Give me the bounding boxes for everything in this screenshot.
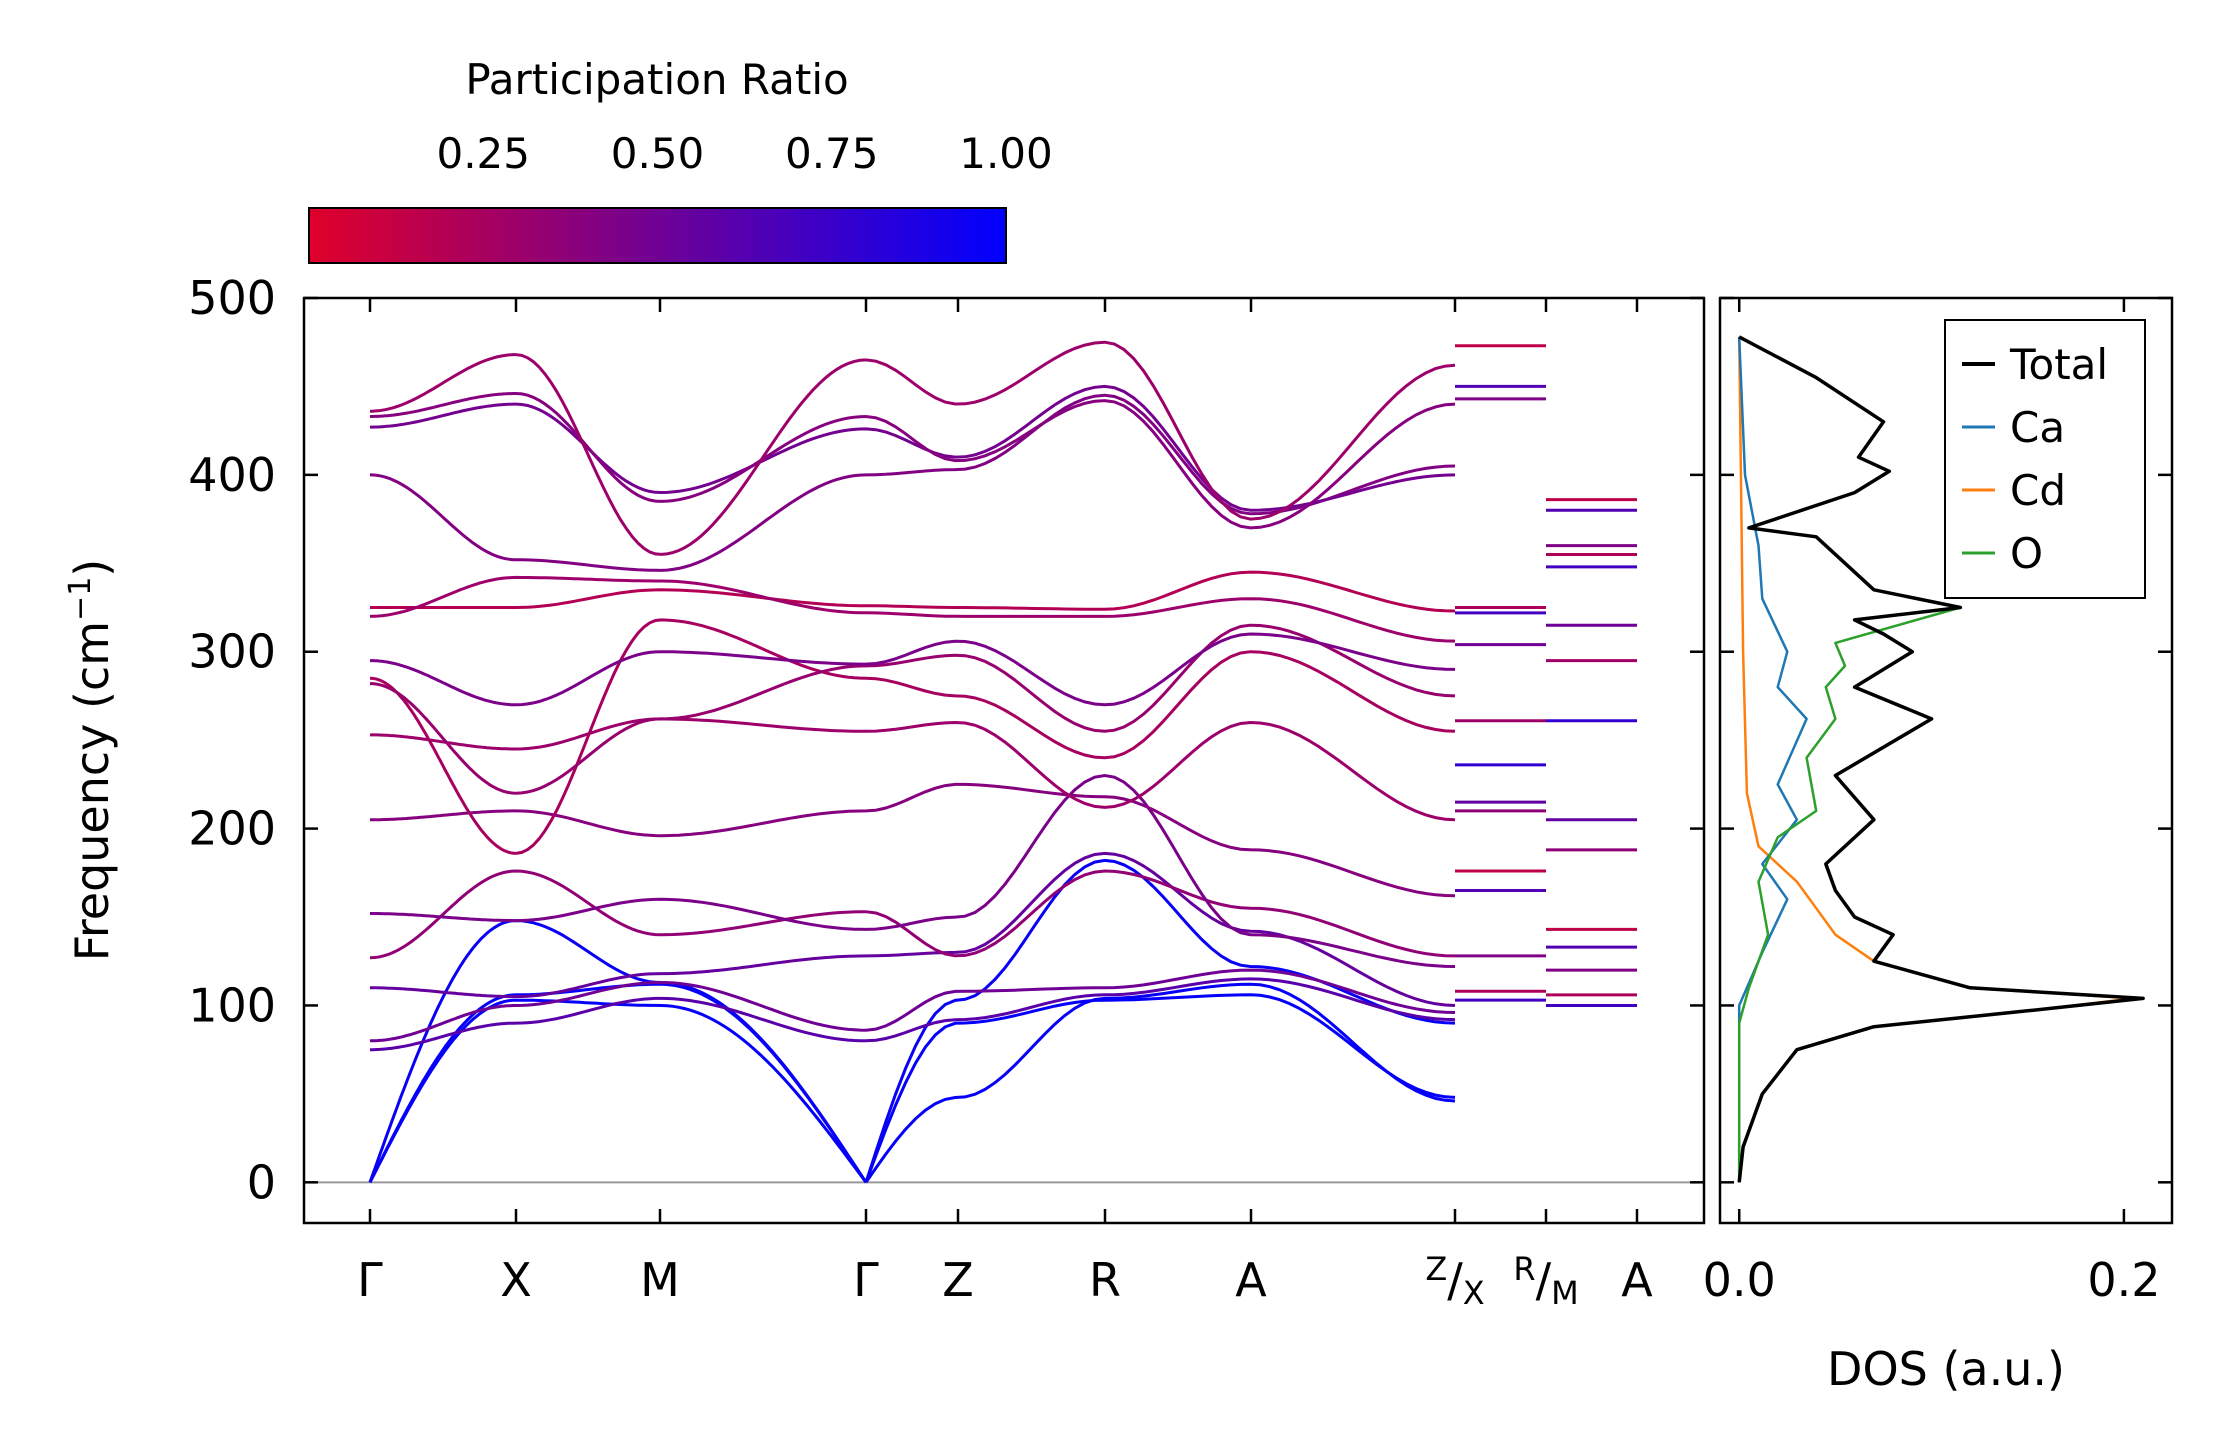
dos-x-tick-label: 0.2: [2087, 1253, 2160, 1307]
band-acoustic-3: [368, 858, 1456, 1184]
colorbar-gradient: [308, 207, 1007, 264]
band-y-axis: 0 100 200 300 400 500: [188, 271, 1704, 1209]
band-optic-285b: [370, 623, 1456, 795]
colorbar-tick-label: 0.75: [785, 129, 879, 178]
band-optic-325: [370, 570, 1456, 613]
band-optic-253: [370, 717, 1456, 822]
band-low-optic-3: [370, 851, 1456, 1007]
legend-label-o: O: [2010, 529, 2043, 578]
band-y-axis-label: Frequency (cm−1): [63, 559, 119, 962]
colorbar-tick-label: 0.50: [611, 129, 705, 178]
band-y-tick-label: 200: [188, 802, 276, 856]
band-acoustic-2: [368, 982, 1456, 1184]
band-axes-frame: [302, 296, 1706, 1225]
band-x-tick-label: A: [1235, 1253, 1267, 1307]
dos-x-axis: 0.0 0.2: [1703, 298, 2160, 1307]
band-optic-436: [370, 340, 1456, 556]
band-optic-127: [369, 869, 1456, 960]
colorbar-tick-label: 0.25: [436, 129, 530, 178]
band-low-optic-1: [370, 977, 1456, 1052]
legend-label-cd: Cd: [2010, 466, 2066, 515]
band-optic-320: [369, 575, 1456, 643]
band-optic-285a: [369, 618, 1456, 855]
dos-x-axis-label: DOS (a.u.): [1827, 1342, 2065, 1396]
band-optic-152: [370, 773, 1456, 968]
legend-label-ca: Ca: [2010, 403, 2065, 452]
band-optic-205: [370, 782, 1456, 898]
band-y-tick-label: 400: [188, 448, 276, 502]
tick-label-top: R: [1513, 1250, 1535, 1288]
dos-curves: [1737, 335, 2145, 1183]
tick-label-slash: /: [1536, 1253, 1552, 1307]
band-low-optic-2: [370, 968, 1456, 1043]
band-x-tick-label: M: [640, 1253, 680, 1307]
band-x-tick-label: Γ: [357, 1253, 383, 1307]
band-optic-295: [370, 632, 1456, 707]
dos-axes-frame: [1718, 296, 2174, 1225]
tick-label-bottom: X: [1463, 1274, 1485, 1312]
y-label-sup: −1: [63, 577, 98, 621]
dos-curve-total: [1737, 335, 2145, 1183]
band-x-tick-label: Γ: [853, 1253, 879, 1307]
band-y-tick-label: 500: [188, 271, 276, 325]
colorbar-tick-label: 1.00: [959, 129, 1053, 178]
band-x-tick-label: Z/X: [1425, 1250, 1484, 1312]
colorbar: Participation Ratio 0.25 0.50 0.75 1.00: [308, 55, 1053, 264]
y-label-close: ): [65, 559, 119, 577]
tick-label-top: Z: [1425, 1250, 1447, 1288]
tick-label-bottom: M: [1551, 1274, 1579, 1312]
band-x-tick-label: R: [1089, 1253, 1121, 1307]
dos-y-ticks: [1720, 296, 2172, 1184]
colorbar-label: Participation Ratio: [465, 55, 848, 104]
dos-curve-o: [1737, 335, 1962, 1183]
band-x-tick-label: R/M: [1513, 1250, 1578, 1312]
band-optic-433: [370, 392, 1456, 530]
y-label-base: Frequency (cm: [65, 621, 119, 961]
tick-label-slash: /: [1447, 1253, 1463, 1307]
svg-text:Frequency (cm−1): Frequency (cm−1): [63, 559, 119, 962]
dos-x-tick-label: 0.0: [1703, 1253, 1776, 1307]
dos-curve-ca: [1737, 336, 1808, 1183]
phonon-bands: [368, 340, 1637, 1184]
band-y-tick-label: 0: [247, 1155, 276, 1209]
band-x-axis: Γ X M Γ Z R A Z/XR/M A: [357, 298, 1653, 1312]
band-optic-427: [370, 384, 1456, 512]
band-optic-400: [370, 393, 1456, 572]
dos-legend: Total Ca Cd O: [1944, 319, 2146, 599]
dos-panel: 0.0 0.2 DOS (a.u.) Total Ca Cd O: [1703, 296, 2174, 1396]
band-y-tick-label: 100: [188, 978, 276, 1032]
legend-label-total: Total: [2009, 340, 2108, 389]
band-x-tick-label: A: [1621, 1253, 1653, 1307]
band-x-tick-label: Z: [942, 1253, 974, 1307]
band-y-tick-label: 300: [188, 625, 276, 679]
band-x-tick-label: X: [500, 1253, 532, 1307]
